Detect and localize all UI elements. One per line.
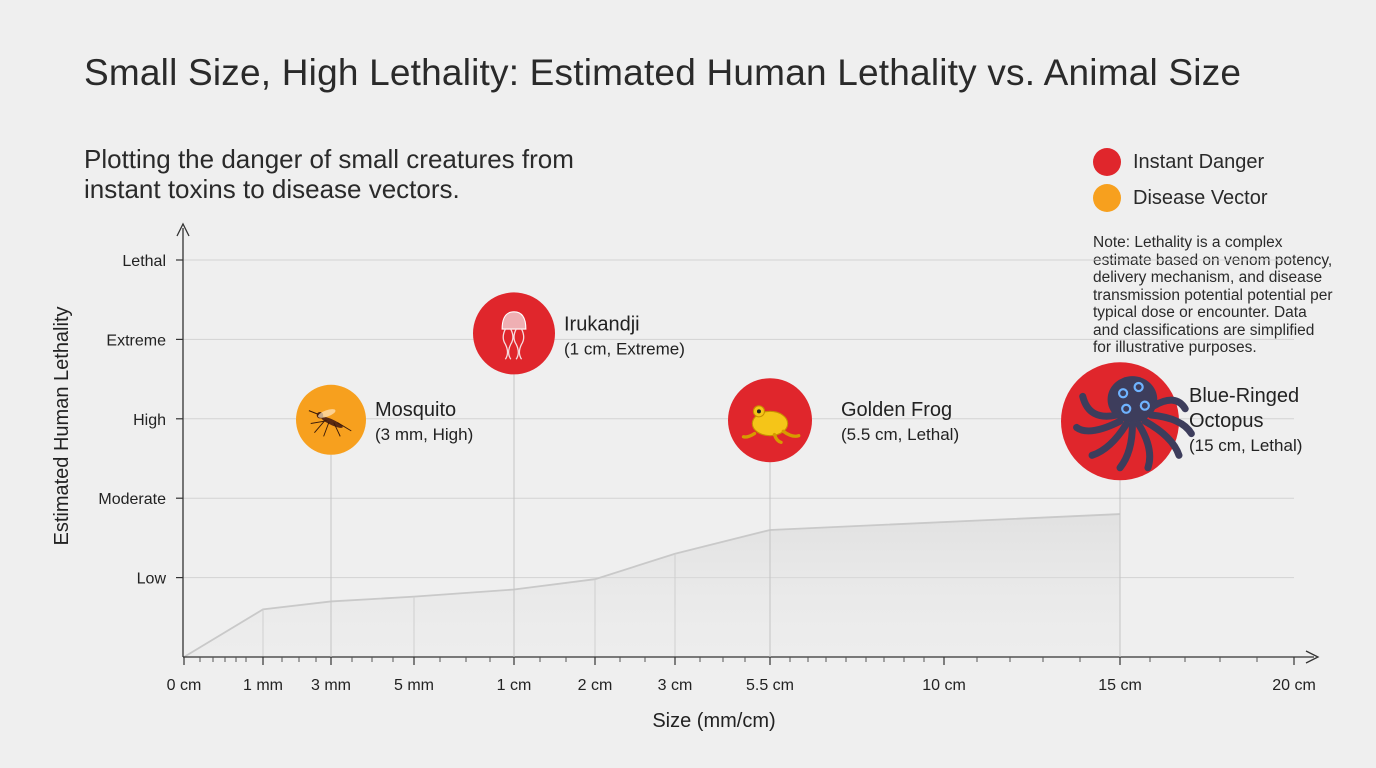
mosquito-body bbox=[320, 416, 343, 428]
legend: Instant Danger Disease Vector bbox=[1093, 144, 1268, 216]
point-label-mosquito: Mosquito bbox=[375, 399, 456, 421]
jellyfish-tentacle bbox=[518, 328, 525, 360]
point-blue-ringed-octopus: Blue-Ringed Octopus (15 cm, Lethal) bbox=[1061, 362, 1302, 657]
trend-area bbox=[184, 514, 1120, 657]
mosquito-leg bbox=[337, 422, 352, 432]
octopus-icon bbox=[1073, 376, 1195, 472]
chart-subtitle: Plotting the danger of small creatures f… bbox=[84, 144, 574, 204]
jellyfish-icon bbox=[501, 311, 527, 360]
octopus-arm bbox=[1079, 392, 1121, 420]
x-tick-label-5-5-cm: 5.5 cm bbox=[746, 677, 794, 694]
x-axis-arrow bbox=[1305, 650, 1320, 664]
legend-swatch-instant-danger bbox=[1093, 148, 1121, 176]
legend-label-disease-vector: Disease Vector bbox=[1133, 186, 1268, 209]
y-tick-label-moderate: Moderate bbox=[98, 491, 166, 508]
mosquito-icon bbox=[308, 409, 352, 437]
octopus-arm bbox=[1073, 417, 1124, 435]
mosquito-leg bbox=[323, 421, 330, 437]
x-tick-label-3-mm: 3 mm bbox=[311, 677, 351, 694]
frog-icon bbox=[741, 405, 801, 444]
octopus-blue-ring bbox=[1139, 400, 1150, 411]
jellyfish-tentacle bbox=[502, 328, 509, 360]
mosquito-wing bbox=[318, 409, 336, 418]
chart-title: Small Size, High Lethality: Estimated Hu… bbox=[84, 52, 1242, 93]
frog-body bbox=[751, 410, 789, 437]
point-label-blue-ringed-octopus: Octopus bbox=[1189, 410, 1263, 432]
octopus-blue-ring bbox=[1133, 381, 1144, 393]
y-tick-label-extreme: Extreme bbox=[106, 332, 166, 349]
y-tick-label-high: High bbox=[133, 412, 166, 429]
x-tick-label-15-cm: 15 cm bbox=[1098, 677, 1142, 694]
octopus-arm bbox=[1147, 411, 1195, 438]
jellyfish-tentacle bbox=[507, 328, 514, 360]
y-tick-label-low: Low bbox=[137, 571, 167, 588]
y-tick-label-lethal: Lethal bbox=[122, 253, 166, 270]
frog-pupil bbox=[756, 409, 761, 414]
x-tick-label-3-cm: 3 cm bbox=[658, 677, 693, 694]
frog-legs bbox=[741, 429, 801, 444]
octopus-blue-ring bbox=[1121, 403, 1132, 414]
octopus-arm bbox=[1141, 417, 1183, 459]
y-axis-title: Estimated Human Lethality bbox=[51, 306, 73, 545]
legend-item-disease-vector: Disease Vector bbox=[1093, 180, 1268, 216]
octopus-arm bbox=[1116, 420, 1136, 472]
tick-layer: Low Moderate High Extreme Lethal 0 cm 1 mm 3 mm… bbox=[98, 253, 1315, 694]
jellyfish-bell bbox=[501, 311, 527, 330]
octopus-head bbox=[1107, 376, 1158, 423]
octopus-arm bbox=[1150, 396, 1189, 413]
jellyfish-tentacle bbox=[513, 328, 519, 360]
legend-label-instant-danger: Instant Danger bbox=[1133, 150, 1265, 173]
point-label-irukandji: Irukandji bbox=[564, 313, 640, 335]
point-layer: Mosquito (3 mm, High) Irukandji (1 cm, Extr… bbox=[296, 292, 1302, 657]
x-tick-label-2-cm: 2 cm bbox=[578, 677, 613, 694]
legend-swatch-disease-vector bbox=[1093, 184, 1121, 212]
x-tick-label-20-cm: 20 cm bbox=[1272, 677, 1316, 694]
point-detail-blue-ringed-octopus: (15 cm, Lethal) bbox=[1189, 436, 1302, 455]
trend-area-layer bbox=[183, 513, 1121, 658]
x-tick-label-10-cm: 10 cm bbox=[922, 677, 966, 694]
octopus-arm bbox=[1088, 420, 1130, 459]
point-label-golden-frog: Golden Frog bbox=[841, 399, 952, 421]
point-detail-mosquito: (3 mm, High) bbox=[375, 425, 473, 444]
y-axis-arrow bbox=[176, 222, 190, 237]
x-tick-label-1-mm: 1 mm bbox=[243, 677, 283, 694]
x-axis-title: Size (mm/cm) bbox=[652, 710, 775, 732]
x-tick-label-5-mm: 5 mm bbox=[394, 677, 434, 694]
legend-item-instant-danger: Instant Danger bbox=[1093, 144, 1268, 180]
mosquito-leg bbox=[314, 419, 326, 433]
mosquito-leg bbox=[310, 420, 328, 424]
octopus-arm bbox=[1135, 420, 1154, 472]
point-golden-frog: Golden Frog (5.5 cm, Lethal) bbox=[728, 378, 959, 657]
mosquito-leg bbox=[333, 422, 341, 437]
mosquito-proboscis bbox=[308, 410, 319, 415]
point-irukandji: Irukandji (1 cm, Extreme) bbox=[473, 292, 685, 657]
point-detail-irukandji: (1 cm, Extreme) bbox=[564, 339, 685, 358]
point-detail-golden-frog: (5.5 cm, Lethal) bbox=[841, 425, 959, 444]
x-tick-label-0-cm: 0 cm bbox=[167, 677, 202, 694]
x-tick-label-1-cm: 1 cm bbox=[497, 677, 532, 694]
octopus-blue-ring bbox=[1117, 388, 1129, 399]
point-mosquito: Mosquito (3 mm, High) bbox=[296, 384, 473, 657]
point-label-blue-ringed-octopus: Blue-Ringed bbox=[1189, 385, 1299, 407]
